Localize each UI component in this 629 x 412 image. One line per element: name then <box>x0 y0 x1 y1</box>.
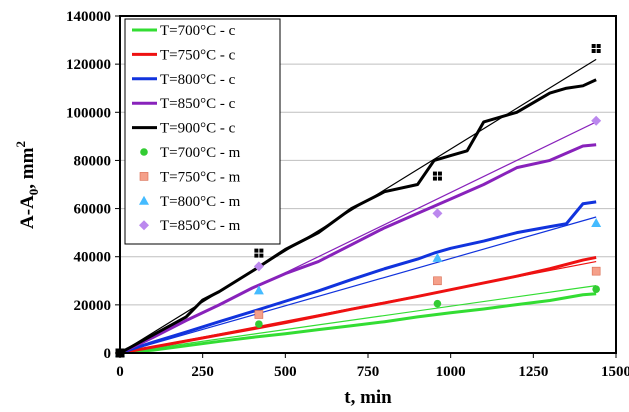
legend-label: T=800°C - m <box>160 194 241 210</box>
series-lines <box>119 78 597 355</box>
legend-label: T=750°C - m <box>160 169 241 185</box>
data-point-marker <box>591 43 601 53</box>
x-tick-labels: 0 250 500 750 1000 1250 1500 <box>116 353 629 380</box>
x-axis-title: t, min <box>344 387 392 408</box>
y-tick-labels: 0 20000 40000 60000 80000 100000 120000 140000 <box>66 9 120 362</box>
legend-box <box>124 18 281 245</box>
y-tick-label: 140000 <box>66 9 111 25</box>
y-tick-label: 40000 <box>74 250 112 266</box>
data-point-marker <box>591 115 602 126</box>
y-axis-title: A-A0, mm2 <box>13 141 41 229</box>
legend-label: T=700°C - m <box>160 145 241 161</box>
data-point-marker <box>253 285 264 295</box>
data-point-marker <box>253 261 264 272</box>
legend-swatch <box>140 148 148 156</box>
series-line <box>119 143 597 355</box>
x-tick-label: 0 <box>116 364 124 380</box>
legend-swatch <box>139 220 149 231</box>
legend-label: T=750°C - c <box>160 47 236 63</box>
data-point-marker <box>432 171 442 181</box>
trendline <box>119 285 597 354</box>
series-line <box>119 292 597 355</box>
x-tick-label: 500 <box>274 364 297 380</box>
y-tick-label: 60000 <box>74 202 112 218</box>
data-point-marker <box>433 276 442 286</box>
legend-swatch <box>139 195 149 205</box>
data-point-marker <box>432 208 443 219</box>
legend-swatch <box>139 172 149 181</box>
trendline <box>119 216 597 354</box>
legend-label: T=850°C - m <box>160 218 241 234</box>
y-tick-label: 20000 <box>74 298 112 314</box>
data-point-marker <box>591 266 601 276</box>
legend-label: T=800°C - c <box>160 72 236 88</box>
x-tick-label: 250 <box>191 364 214 380</box>
data-point-marker <box>433 299 442 308</box>
series-line <box>119 255 597 355</box>
y-tick-label: 100000 <box>66 105 111 121</box>
legend-label: T=900°C - c <box>160 121 236 137</box>
x-tick-label: 1000 <box>436 364 466 380</box>
x-tick-label: 750 <box>357 364 380 380</box>
data-point-marker <box>255 320 263 328</box>
data-point-marker <box>254 310 264 319</box>
y-tick-label: 120000 <box>66 57 111 73</box>
x-tick-label: 1500 <box>601 364 629 380</box>
data-point-marker <box>254 248 264 258</box>
data-point-marker <box>432 252 443 262</box>
y-tick-label: 0 <box>104 346 112 362</box>
data-point-marker <box>591 218 602 228</box>
legend-label: T=700°C - c <box>160 23 236 39</box>
series-line <box>119 78 597 355</box>
x-tick-label: 1250 <box>518 364 548 380</box>
y-tick-label: 80000 <box>74 153 112 169</box>
data-point-marker <box>115 348 125 358</box>
data-point-marker <box>592 285 600 294</box>
legend: T=700°C - c T=750°C - c T=800°C - c T=850°C… <box>124 18 281 245</box>
legend-label: T=850°C - c <box>160 96 236 112</box>
series-line <box>119 200 597 355</box>
